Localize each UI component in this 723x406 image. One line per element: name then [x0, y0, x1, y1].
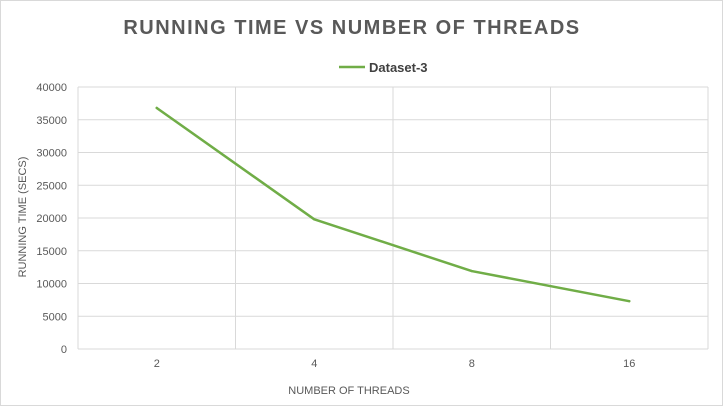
x-tick-label: 8: [469, 358, 475, 370]
series-line-dataset-3: [155, 106, 631, 303]
y-tick-label: 30000: [36, 148, 67, 160]
data-point: [313, 218, 316, 221]
data-point: [628, 299, 631, 303]
y-axis-ticks: 0 5000 10000 15000 20000 25000 30000 35000 40000: [36, 82, 67, 356]
legend: Dataset-3: [339, 60, 428, 75]
y-tick-label: 0: [61, 344, 67, 356]
data-point: [155, 106, 158, 110]
legend-label-dataset-3: Dataset-3: [369, 60, 428, 75]
y-tick-label: 40000: [36, 82, 67, 94]
x-tick-label: 16: [623, 358, 635, 370]
data-point: [470, 269, 473, 273]
y-tick-label: 35000: [36, 115, 67, 127]
gridlines: [77, 86, 709, 350]
y-tick-label: 20000: [36, 213, 67, 225]
x-tick-label: 4: [311, 358, 317, 370]
y-tick-label: 10000: [36, 279, 67, 291]
y-axis-label: RUNNING TIME (SECS): [17, 157, 29, 278]
x-tick-label: 2: [154, 358, 160, 370]
series-layer: [155, 106, 631, 303]
x-axis-ticks: 2 4 8 16: [154, 358, 636, 370]
x-axis-label: NUMBER OF THREADS: [288, 385, 409, 397]
y-tick-label: 5000: [43, 311, 67, 323]
y-tick-label: 15000: [36, 246, 67, 258]
chart-title: RUNNING TIME VS NUMBER OF THREADS: [123, 17, 580, 39]
y-tick-label: 25000: [36, 180, 67, 192]
